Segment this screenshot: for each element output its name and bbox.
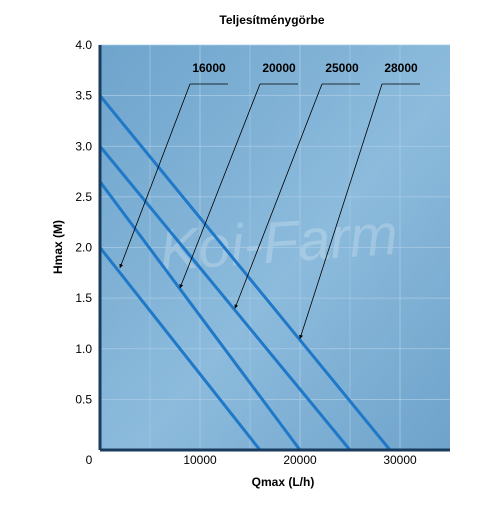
series-line-25000 xyxy=(98,145,352,451)
x-tick-label: 10000 xyxy=(183,453,217,467)
series-annotation-label: 20000 xyxy=(262,61,296,75)
x-tick-label: 30000 xyxy=(383,453,417,467)
y-tick-label: 4.0 xyxy=(75,38,92,52)
series-annotation-label: 25000 xyxy=(325,61,359,75)
annotation-arrow xyxy=(119,83,191,269)
y-tick-label: 3.5 xyxy=(75,89,92,103)
x-tick-label: 20000 xyxy=(283,453,317,467)
series-line-16000 xyxy=(98,246,262,451)
chart-title: Teljesítménygörbe xyxy=(219,13,324,27)
y-tick-label: 2.0 xyxy=(75,241,92,255)
series-annotation-label: 28000 xyxy=(384,61,418,75)
y-tick-label: 0.5 xyxy=(75,392,92,406)
annotation-arrow xyxy=(234,83,323,309)
series-line-28000 xyxy=(98,94,392,451)
y-axis-label: Hmax (M) xyxy=(51,220,65,274)
y-tick-label: 1.5 xyxy=(75,291,92,305)
y-tick-label: 1.0 xyxy=(75,342,92,356)
series-annotation-label: 16000 xyxy=(192,61,226,75)
series-line-20000 xyxy=(98,180,302,451)
y-tick-label: 2.5 xyxy=(75,190,92,204)
annotation-arrow xyxy=(299,83,383,340)
annotation-arrow xyxy=(179,83,261,289)
x-axis-label: Qmax (L/h) xyxy=(252,475,315,489)
y-tick-label: 3.0 xyxy=(75,139,92,153)
x-tick-label: 0 xyxy=(86,453,93,467)
